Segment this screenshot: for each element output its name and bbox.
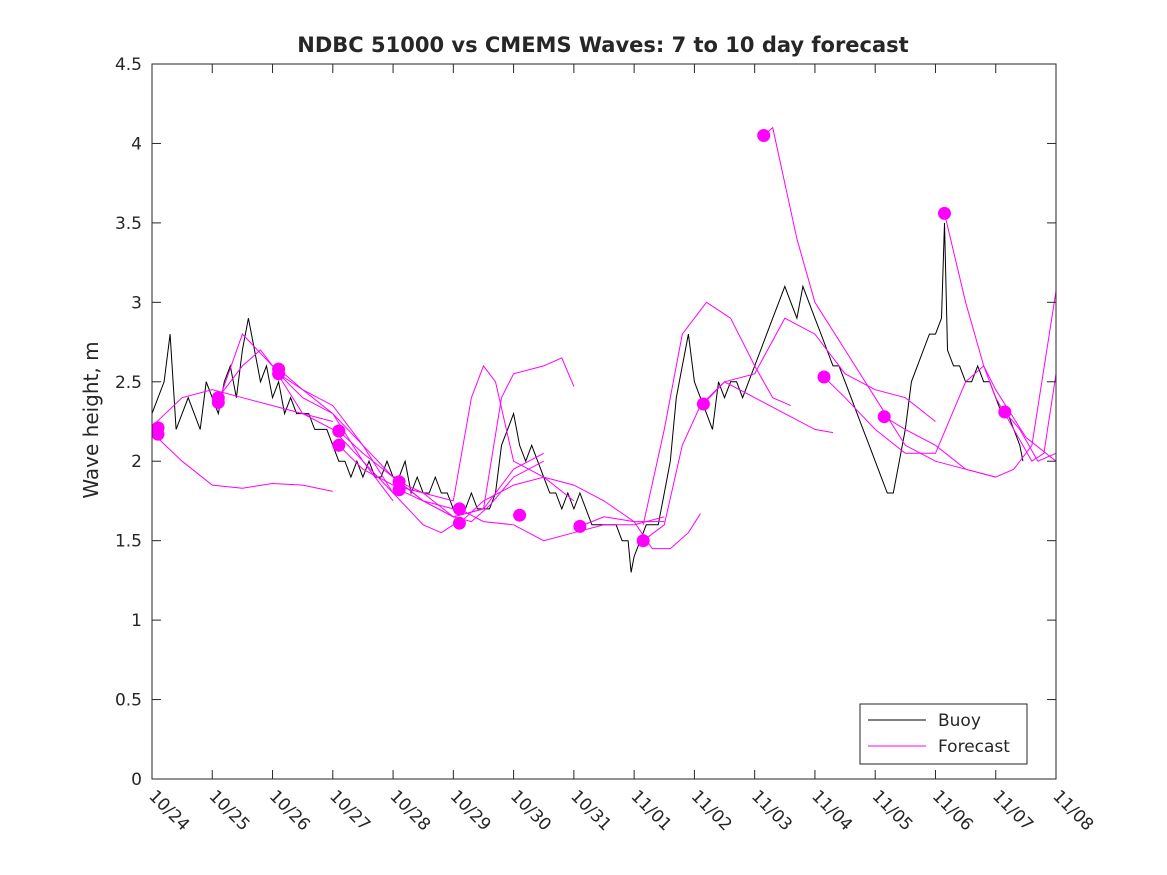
forecast-start-marker-7: [332, 424, 346, 438]
plot-area: [151, 64, 1057, 779]
forecast-series-line-10: [398, 357, 575, 518]
forecast-series-line-8: [338, 444, 544, 518]
forecast-series-line-17: [763, 126, 996, 478]
forecast-start-marker-21: [998, 405, 1012, 419]
forecast-series-line-13: [579, 513, 701, 550]
chart-title: NDBC 51000 vs CMEMS Waves: 7 to 10 day f…: [297, 33, 908, 57]
forecast-series-line-9: [398, 364, 575, 502]
y-axis-label: Wave height, m: [79, 341, 103, 498]
legend-box: [859, 703, 1028, 765]
forecast-start-marker-14: [573, 519, 587, 533]
forecast-series-line-12: [459, 476, 665, 524]
legend: Buoy Forecast: [859, 703, 1028, 765]
forecast-start-marker-11: [452, 502, 466, 516]
y-tick-label-8: 4: [131, 134, 142, 154]
axes-box: [151, 63, 1057, 780]
legend-buoy-label: Buoy: [938, 711, 981, 731]
forecast-series-line-19: [883, 291, 1057, 478]
y-tick-label-6: 3: [131, 293, 142, 313]
forecast-start-marker-13: [513, 508, 527, 522]
forecast-start-marker-2: [151, 421, 165, 435]
forecast-start-marker-16: [696, 397, 710, 411]
forecast-start-marker-4: [211, 391, 225, 405]
forecast-start-marker-8: [332, 438, 346, 452]
forecast-start-marker-15: [636, 534, 650, 548]
forecast-start-marker-19: [877, 410, 891, 424]
forecast-start-marker-18: [817, 370, 831, 384]
forecast-start-marker-20: [938, 206, 951, 220]
plot-background: [152, 64, 1056, 779]
y-tick-label-9: 4.5: [115, 55, 142, 75]
forecast-series-line-3: [217, 349, 394, 494]
y-tick-label-4: 2: [131, 452, 142, 472]
forecast-series-line-21: [1004, 411, 1057, 462]
forecast-start-marker-6: [272, 362, 286, 376]
y-tick-label-1: 0.5: [115, 691, 142, 711]
forecast-series-line-16: [703, 317, 936, 422]
legend-forecast-label: Forecast: [938, 737, 1010, 757]
y-tick-label-2: 1: [131, 611, 142, 631]
y-tick-label-7: 3.5: [115, 214, 142, 234]
forecast-start-marker-12: [452, 516, 466, 530]
forecast-series-line-1: [151, 432, 333, 492]
forecast-start-marker-10: [392, 483, 406, 497]
y-tick-label-5: 2.5: [115, 373, 142, 393]
y-tick-label-3: 1.5: [115, 532, 142, 552]
forecast-series-line-15: [642, 301, 791, 525]
y-tick-label-0: 0: [131, 770, 142, 790]
forecast-series-line-11: [459, 508, 665, 542]
forecast-start-marker-17: [757, 129, 771, 142]
